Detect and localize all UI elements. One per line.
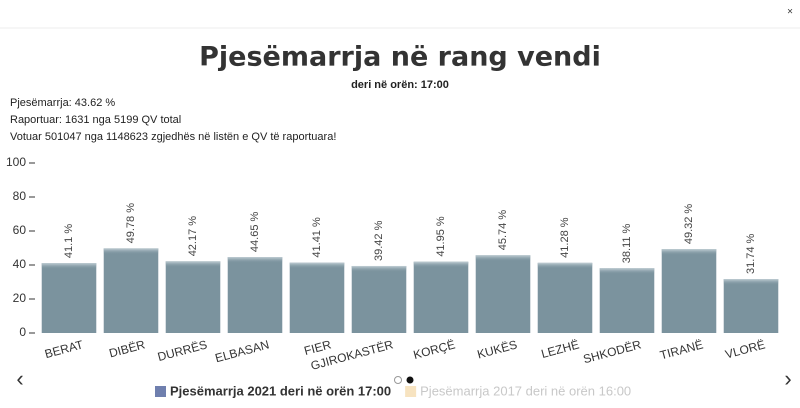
- bar-highlight: [599, 268, 655, 275]
- x-tick-label: BERAT: [43, 337, 85, 361]
- x-tick-label: KORÇË: [412, 337, 457, 362]
- value-label: 49.78 %: [125, 203, 137, 244]
- y-tick-label: 80: [13, 189, 27, 203]
- bar: [661, 249, 717, 333]
- bar-highlight: [723, 279, 779, 286]
- x-tick-label: LEZHË: [540, 337, 581, 361]
- bar-highlight: [351, 265, 407, 272]
- info-line: Votuar 501047 nga 1148623 zgjedhës në li…: [10, 131, 336, 143]
- page-dot[interactable]: [406, 376, 414, 384]
- value-label: 49.32 %: [683, 204, 695, 245]
- legend-swatch: [155, 386, 166, 397]
- bar-highlight: [537, 262, 593, 269]
- chart-title: Pjesëmarrja në rang vendi: [199, 42, 601, 73]
- y-tick-label: 100: [6, 155, 26, 169]
- prev-arrow[interactable]: ‹: [16, 366, 23, 391]
- bar: [165, 261, 221, 333]
- page-dot[interactable]: [394, 376, 402, 384]
- y-tick-label: 20: [13, 291, 27, 305]
- legend-label: Pjesëmarrja 2017 deri në orën 16:00: [420, 383, 631, 398]
- bar: [537, 262, 593, 333]
- next-arrow[interactable]: ›: [784, 366, 791, 391]
- x-tick-label: KUKËS: [476, 337, 519, 361]
- x-tick-label: DIBËR: [108, 337, 147, 360]
- bar-highlight: [661, 249, 717, 256]
- close-button[interactable]: ×: [787, 7, 793, 18]
- bar: [289, 262, 345, 333]
- legend-swatch: [405, 386, 417, 397]
- info-line: Pjesëmarrja: 43.62 %: [10, 97, 115, 109]
- value-label: 39.42 %: [373, 220, 385, 261]
- bar: [351, 265, 407, 333]
- chart-subtitle: deri në orën: 17:00: [351, 79, 449, 91]
- bar-highlight: [413, 261, 469, 268]
- value-label: 45.74 %: [497, 210, 509, 251]
- bar: [723, 279, 779, 333]
- bar-highlight: [227, 257, 283, 264]
- y-tick-label: 0: [19, 325, 26, 339]
- y-tick-label: 60: [13, 223, 27, 237]
- value-label: 41.41 %: [311, 217, 323, 258]
- bar: [41, 263, 97, 333]
- x-tick-label: TIRANË: [658, 337, 704, 362]
- value-label: 41.28 %: [559, 217, 571, 258]
- value-label: 31.74 %: [745, 233, 757, 274]
- value-label: 44.65 %: [249, 212, 261, 253]
- bar: [413, 261, 469, 333]
- x-tick-label: DURRËS: [156, 337, 209, 364]
- bar-highlight: [41, 263, 97, 270]
- value-label: 42.17 %: [187, 216, 199, 257]
- x-tick-label: SHKODËR: [582, 337, 643, 366]
- bar: [227, 257, 283, 333]
- bar: [475, 255, 531, 333]
- value-label: 38.11 %: [621, 223, 633, 263]
- value-label: 41.95 %: [435, 216, 447, 257]
- value-label: 41.1 %: [63, 224, 75, 258]
- x-tick-label: ELBASAN: [214, 337, 271, 365]
- x-tick-label: VLORË: [724, 337, 767, 361]
- info-line: Raportuar: 1631 nga 5199 QV total: [10, 114, 181, 126]
- x-tick-label: FIER: [303, 337, 333, 358]
- y-tick-label: 40: [13, 257, 27, 271]
- bar: [599, 268, 655, 333]
- legend-label: Pjesëmarrja 2021 deri në orën 17:00: [170, 383, 391, 398]
- bar-highlight: [103, 248, 159, 255]
- bar-highlight: [289, 262, 345, 269]
- bar: [103, 248, 159, 333]
- bar-highlight: [475, 255, 531, 262]
- bar-highlight: [165, 261, 221, 268]
